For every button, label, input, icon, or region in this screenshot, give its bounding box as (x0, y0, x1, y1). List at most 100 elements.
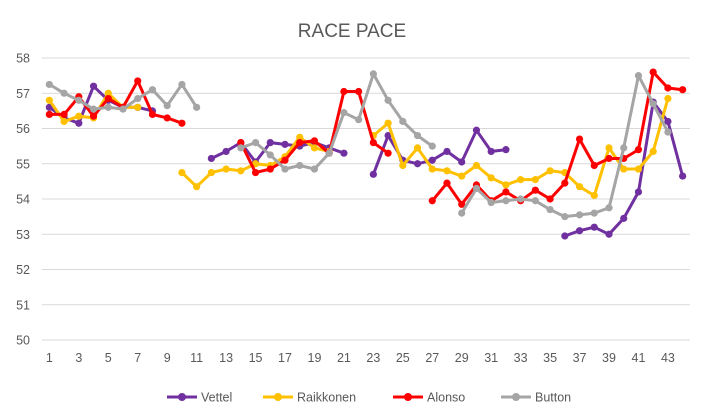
data-point (355, 87, 363, 96)
data-point (458, 172, 466, 180)
x-tick-label: 27 (425, 351, 439, 365)
data-point (620, 214, 628, 222)
data-point (45, 96, 53, 104)
data-point (384, 149, 392, 157)
legend-swatch-marker (178, 393, 186, 401)
data-point (251, 168, 260, 177)
data-point (369, 139, 377, 147)
data-point (384, 96, 392, 104)
data-point (296, 139, 304, 147)
data-point (531, 176, 539, 184)
data-point (590, 209, 598, 217)
data-point (60, 89, 68, 97)
data-point (649, 100, 657, 108)
data-point (546, 167, 554, 175)
data-point (296, 133, 304, 141)
data-point (472, 126, 481, 134)
data-point (296, 161, 304, 170)
data-point (664, 84, 672, 92)
data-point (561, 179, 569, 187)
data-point (634, 72, 643, 80)
data-point (472, 184, 481, 193)
data-point (310, 165, 319, 173)
data-point (266, 139, 274, 147)
data-point (310, 144, 319, 152)
data-point (531, 186, 539, 194)
data-point (369, 170, 377, 178)
x-tick-label: 11 (190, 351, 203, 365)
legend-swatch-marker (404, 393, 412, 401)
data-point (517, 195, 525, 203)
data-point (575, 211, 584, 219)
x-tick-label: 7 (134, 351, 141, 365)
data-point (472, 161, 481, 170)
series-group (45, 68, 687, 240)
data-point (45, 80, 53, 89)
data-point (89, 112, 98, 120)
data-point (413, 144, 422, 152)
data-point (546, 195, 554, 203)
legend-item-vettel: Vettel (167, 391, 232, 405)
data-point (517, 176, 525, 184)
data-point (134, 77, 142, 85)
data-point (222, 147, 230, 156)
data-point (104, 89, 112, 97)
data-point (75, 119, 83, 127)
x-tick-label: 19 (308, 351, 322, 365)
data-point (443, 179, 451, 187)
data-point (207, 168, 215, 177)
data-point (340, 109, 348, 117)
x-tick-label: 35 (543, 351, 557, 365)
data-point (251, 160, 260, 168)
legend: Vettel Raikkonen Alonso Button (167, 391, 571, 405)
data-point (575, 135, 584, 143)
data-point (89, 105, 98, 113)
legend-item-button: Button (501, 391, 571, 405)
data-point (561, 232, 569, 240)
data-point (664, 117, 672, 126)
data-point (325, 149, 333, 157)
data-point (75, 112, 83, 120)
data-point (163, 114, 171, 122)
data-point (237, 139, 245, 147)
y-tick-label: 58 (16, 52, 30, 66)
data-point (266, 165, 274, 173)
data-point (443, 147, 451, 156)
data-point (399, 117, 407, 126)
y-tick-label: 55 (16, 157, 30, 171)
x-tick-label: 43 (661, 351, 675, 365)
series-line (47, 79, 184, 125)
data-point (163, 101, 171, 110)
data-point (134, 94, 142, 103)
data-point (60, 110, 68, 118)
data-point (119, 105, 127, 113)
data-point (634, 165, 643, 173)
data-point (664, 128, 672, 136)
data-point (487, 174, 495, 182)
data-point (104, 103, 112, 111)
x-tick-label: 15 (249, 351, 263, 365)
data-point (649, 68, 657, 76)
legend-swatch-marker (512, 393, 520, 401)
data-point (399, 161, 407, 170)
legend-item-alonso: Alonso (393, 391, 465, 405)
x-tick-label: 9 (164, 351, 171, 365)
data-point (178, 119, 186, 127)
data-point (340, 87, 348, 96)
x-tick-label: 23 (366, 351, 380, 365)
x-tick-label: 3 (75, 351, 82, 365)
data-point (428, 142, 436, 150)
y-tick-label: 51 (16, 298, 30, 312)
y-tick-label: 56 (16, 122, 30, 136)
data-point (178, 80, 186, 89)
data-point (104, 94, 112, 103)
data-point (458, 209, 466, 217)
data-point (590, 191, 598, 200)
y-tick-label: 57 (16, 87, 30, 101)
data-point (649, 147, 657, 156)
data-point (679, 86, 687, 94)
x-tick-label: 31 (484, 351, 498, 365)
legend-label: Button (535, 391, 571, 405)
data-point (413, 131, 422, 140)
